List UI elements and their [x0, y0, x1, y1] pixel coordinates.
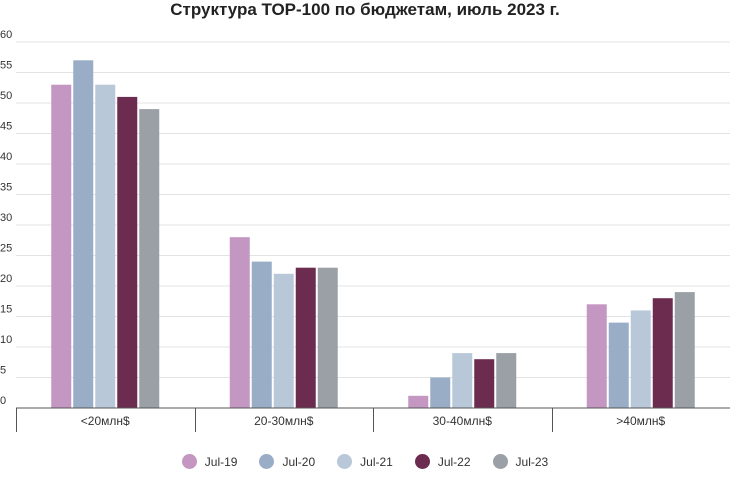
legend-item: Jul-20 — [259, 454, 315, 469]
bar — [474, 359, 495, 408]
legend-swatch — [414, 454, 430, 469]
x-tick-label: 30-40млн$ — [433, 414, 493, 428]
y-tick-label: 45 — [0, 121, 12, 133]
legend: Jul-19 Jul-20 Jul-21 Jul-22 Jul-23 — [0, 454, 730, 469]
x-axis — [16, 407, 730, 432]
bar — [496, 353, 517, 408]
y-tick-label: 30 — [0, 212, 12, 224]
y-tick-label: 10 — [0, 334, 12, 346]
y-tick-label: 35 — [0, 182, 12, 194]
legend-item: Jul-19 — [181, 454, 238, 469]
bar — [317, 267, 338, 408]
x-tick-label: >40млн$ — [616, 414, 665, 428]
legend-item: Jul-21 — [337, 454, 393, 469]
bar — [273, 273, 294, 408]
legend-label: Jul-23 — [515, 454, 549, 469]
legend-swatch — [181, 454, 197, 469]
legend-swatch — [492, 454, 508, 469]
bar — [295, 267, 316, 408]
y-axis-ticks: 0 5 10 15 20 25 30 35 40 45 50 55 60 — [0, 29, 12, 407]
bar — [51, 84, 72, 408]
legend-label: Jul-22 — [437, 454, 471, 469]
y-tick-label: 20 — [0, 273, 12, 285]
bar — [452, 353, 473, 408]
legend-swatch — [337, 454, 353, 469]
y-tick-label: 60 — [0, 29, 12, 41]
bar — [630, 310, 651, 408]
y-tick-label: 40 — [0, 151, 12, 163]
y-tick-label: 0 — [0, 395, 6, 407]
legend-label: Jul-19 — [204, 454, 238, 469]
y-tick-label: 50 — [0, 90, 12, 102]
legend-item: Jul-22 — [414, 454, 471, 469]
x-tick-label: 20-30млн$ — [254, 414, 314, 428]
legend-item: Jul-23 — [492, 454, 549, 469]
y-tick-label: 5 — [0, 365, 6, 377]
x-axis-ticks: <20млн$ 20-30млн$ 30-40млн$ >40млн$ — [81, 414, 666, 428]
bar — [674, 292, 695, 408]
y-tick-label: 15 — [0, 304, 12, 316]
bar — [251, 261, 272, 408]
chart-title: Структура ТОР-100 по бюджетам, июль 2023… — [170, 0, 560, 19]
bar — [608, 322, 629, 408]
bar — [652, 298, 673, 408]
grid-lines — [16, 41, 730, 378]
bar — [73, 60, 94, 409]
y-tick-label: 55 — [0, 60, 12, 72]
bar — [95, 84, 116, 408]
x-tick-label: <20млн$ — [81, 414, 130, 428]
bar — [117, 96, 138, 409]
bar — [586, 304, 607, 408]
legend-label: Jul-20 — [282, 454, 316, 469]
bar — [430, 377, 451, 408]
bar — [408, 395, 429, 408]
bars — [51, 60, 695, 409]
bar — [229, 237, 250, 408]
legend-swatch — [259, 454, 275, 469]
bar — [139, 109, 160, 408]
legend-label: Jul-21 — [360, 454, 393, 469]
y-tick-label: 25 — [0, 243, 12, 255]
